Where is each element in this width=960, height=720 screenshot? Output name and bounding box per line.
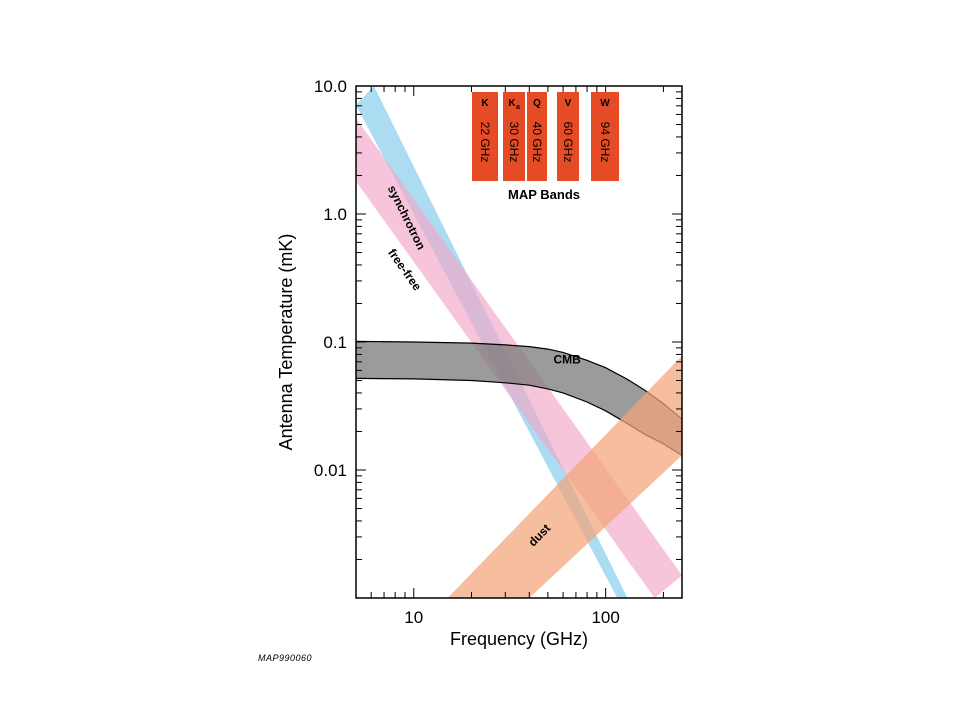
map-band-subscript: a <box>516 104 520 111</box>
map-band-frequency: 22 GHz <box>478 122 492 163</box>
band-cmb-upper-edge <box>356 340 682 420</box>
axis-tick-labels: 10 100 0.01 0.1 1.0 10.0 <box>314 77 620 627</box>
y-tick-label: 1.0 <box>323 205 347 224</box>
map-band-letter: K <box>481 98 489 109</box>
map-band-rect <box>557 92 579 181</box>
y-axis-title: Antenna Temperature (mK) <box>276 234 296 451</box>
map-band-v: V 60 GHz <box>557 92 579 181</box>
map-bands-title: MAP Bands <box>508 187 580 202</box>
axis-ticks <box>355 85 682 599</box>
map-band-rect <box>527 92 547 181</box>
x-tick-label: 100 <box>591 608 619 627</box>
map-band-letter: W <box>600 98 610 109</box>
map-band-rect <box>591 92 619 181</box>
x-tick-label: 10 <box>404 608 423 627</box>
map-bands-inset: K 22 GHz K a 30 GHz Q 40 GHz V 60 GHz W 94 GHz MAP … <box>472 92 619 202</box>
map-band-letter: Q <box>533 98 541 109</box>
map-band-letter: K <box>508 98 516 109</box>
map-band-frequency: 30 GHz <box>507 122 521 163</box>
map-band-q: Q 40 GHz <box>527 92 547 181</box>
label-cmb: CMB <box>553 352 581 366</box>
map-band-letter: V <box>565 98 572 109</box>
map-band-w: W 94 GHz <box>591 92 619 181</box>
map-band-frequency: 94 GHz <box>598 122 612 163</box>
map-band-frequency: 40 GHz <box>530 122 544 163</box>
map-band-rect <box>503 92 525 181</box>
map-band-k: K 22 GHz <box>472 92 498 181</box>
map-band-rect <box>472 92 498 181</box>
emission-bands <box>356 86 682 598</box>
y-tick-label: 10.0 <box>314 77 347 96</box>
band-cmb <box>356 341 682 456</box>
x-axis-title: Frequency (GHz) <box>450 629 588 649</box>
y-tick-label: 0.1 <box>323 333 347 352</box>
band-dust <box>447 355 682 598</box>
map-band-frequency: 60 GHz <box>561 122 575 163</box>
figure-code: MAP990060 <box>258 653 312 663</box>
y-tick-label: 0.01 <box>314 461 347 480</box>
